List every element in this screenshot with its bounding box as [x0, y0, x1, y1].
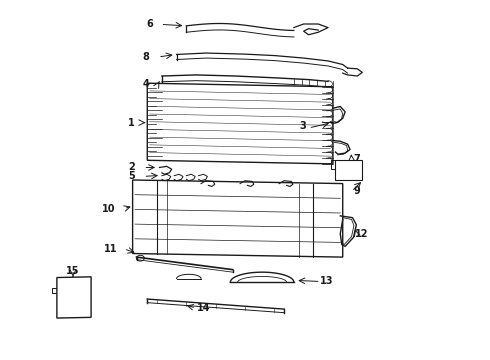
Text: 6: 6	[147, 19, 153, 30]
Text: 15: 15	[66, 266, 80, 276]
Text: 3: 3	[299, 121, 306, 131]
FancyBboxPatch shape	[335, 160, 362, 180]
Polygon shape	[57, 277, 91, 318]
Text: 5: 5	[128, 171, 135, 181]
Text: 7: 7	[353, 154, 360, 164]
Polygon shape	[147, 83, 333, 164]
Text: 10: 10	[102, 204, 116, 214]
Text: 12: 12	[355, 229, 368, 239]
Text: 9: 9	[353, 186, 360, 197]
Text: 2: 2	[128, 162, 135, 172]
Text: 14: 14	[196, 303, 210, 313]
Text: 1: 1	[128, 118, 135, 128]
Text: 13: 13	[320, 276, 334, 287]
Text: 4: 4	[143, 79, 149, 89]
Polygon shape	[133, 180, 343, 257]
Text: 8: 8	[143, 52, 150, 62]
Text: 11: 11	[104, 244, 118, 254]
